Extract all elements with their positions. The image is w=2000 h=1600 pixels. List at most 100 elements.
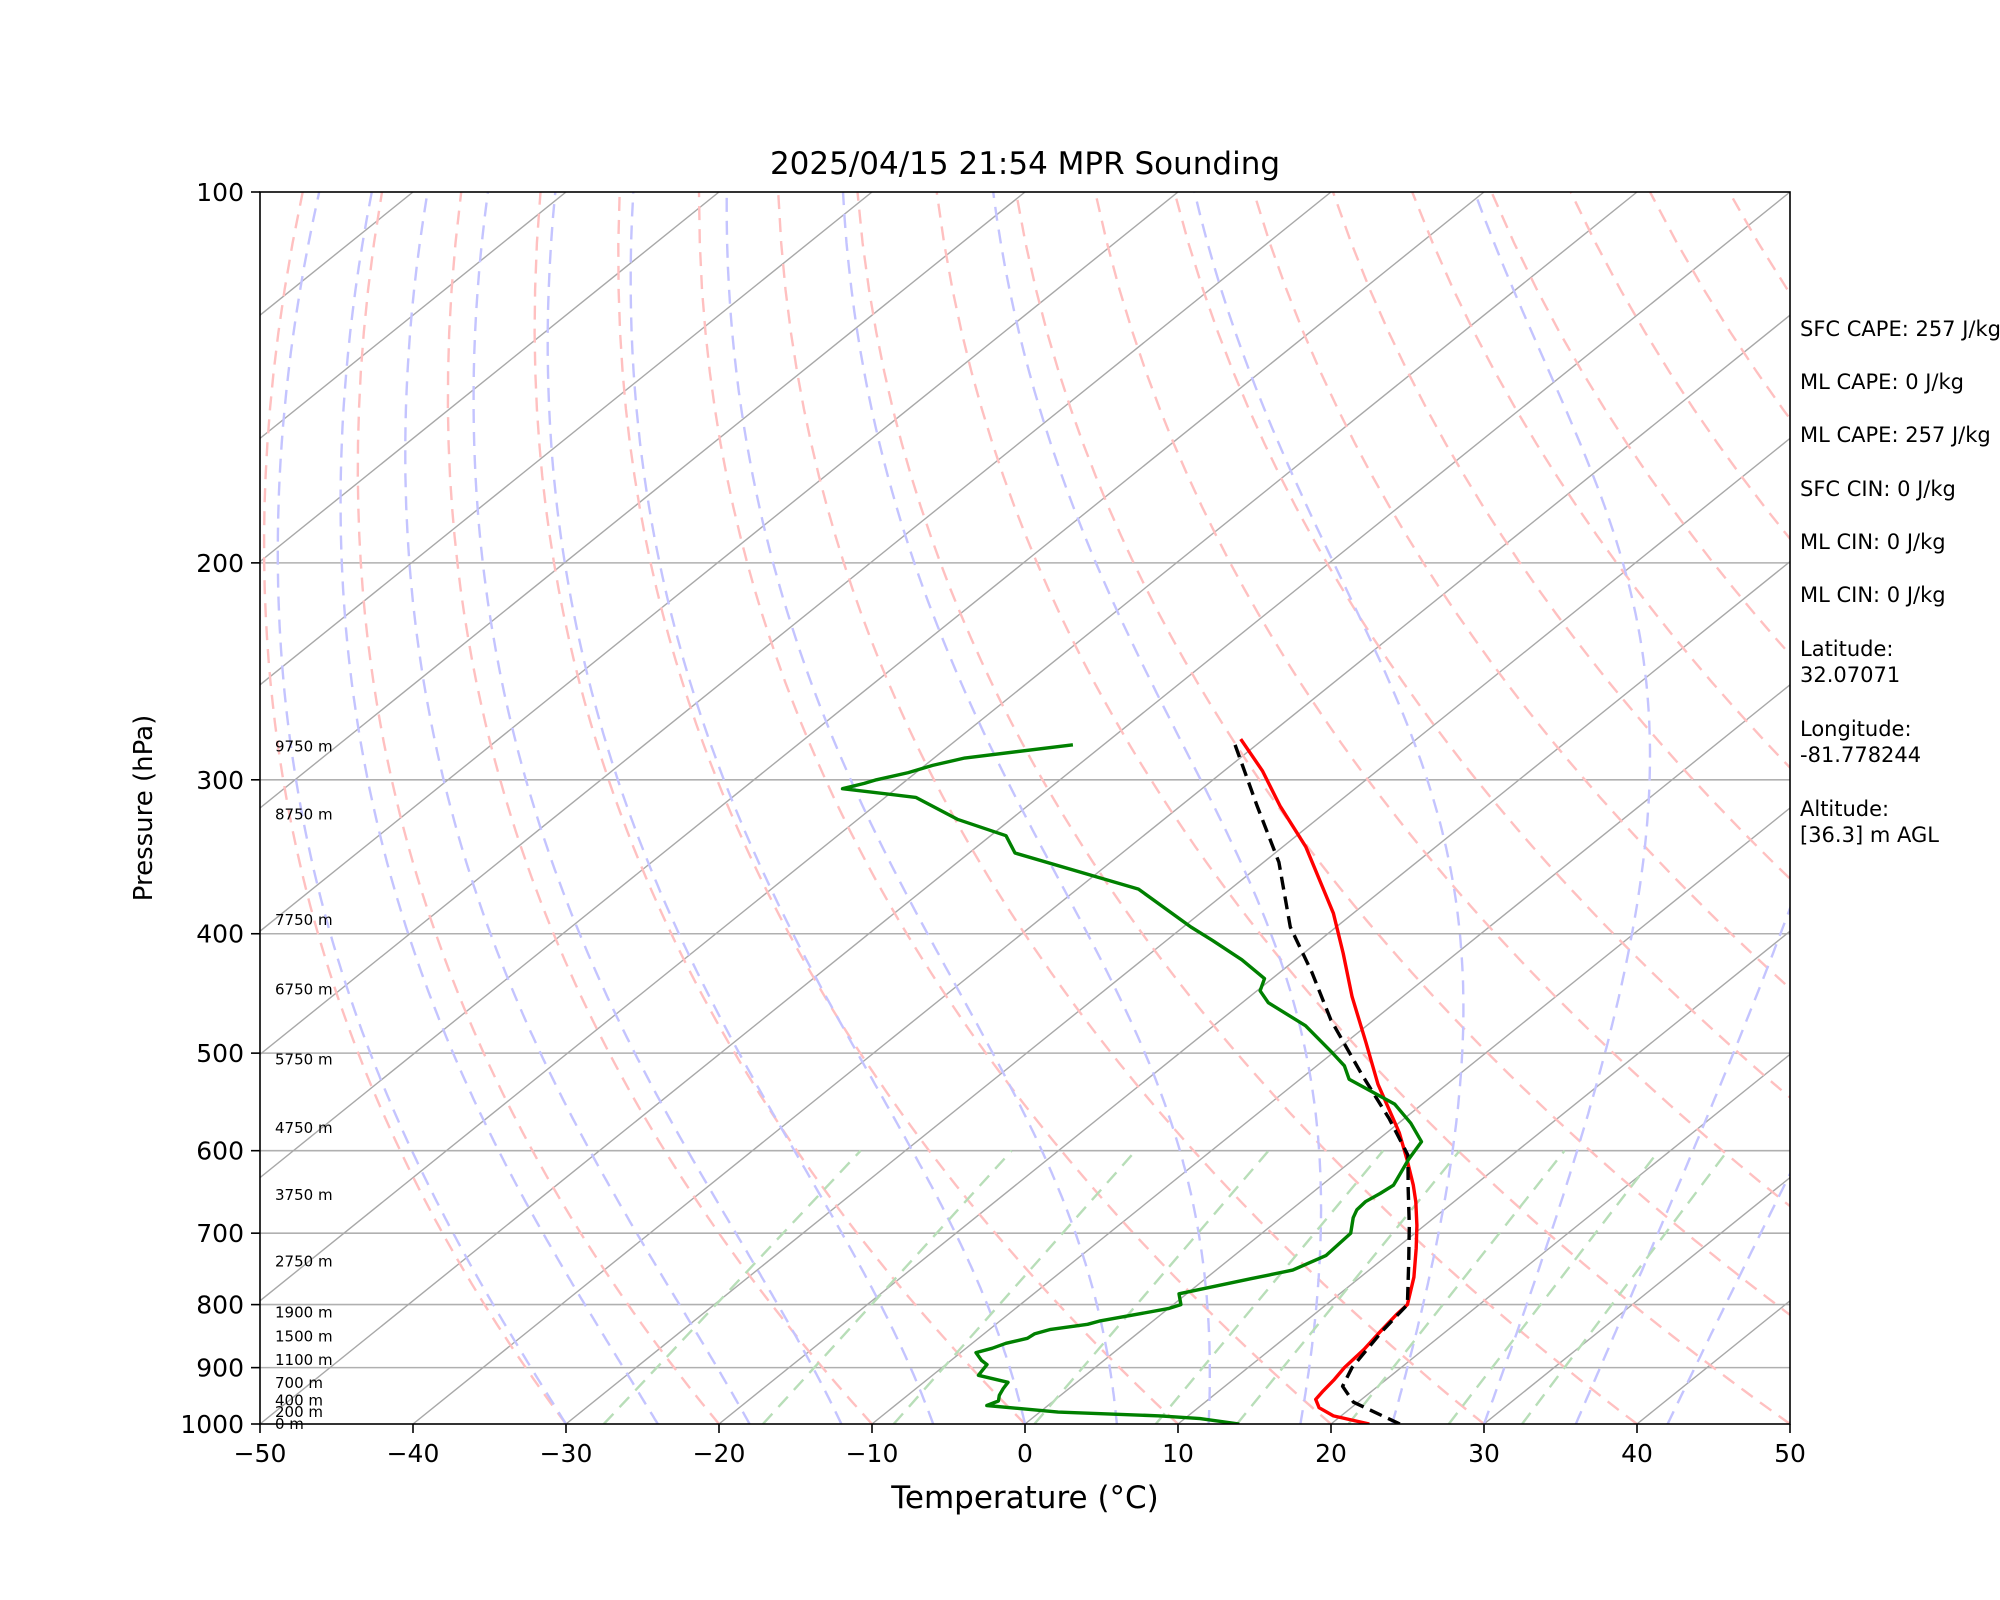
y-tick-label: 500 <box>196 1039 244 1068</box>
moist-adiabat-line <box>1193 192 1465 1424</box>
x-tick-label: −20 <box>693 1439 746 1468</box>
mixing-ratio-line <box>762 1149 1013 1424</box>
height-label: 1900 m <box>275 1304 333 1322</box>
latitude-stat: Latitude: 32.07071 <box>1800 637 1901 687</box>
isotherm-line <box>260 192 1332 1056</box>
isotherm-line <box>1177 930 1790 1424</box>
dry-adiabat-line <box>533 192 1026 1424</box>
moist-adiabat-line <box>992 192 1323 1424</box>
isotherm-line <box>260 192 720 563</box>
height-label: 1100 m <box>275 1351 333 1369</box>
temperature-profile-line <box>1239 738 1419 1424</box>
y-axis-label: Pressure (hPa) <box>129 715 159 902</box>
height-label: 9750 m <box>275 738 333 756</box>
height-label: 4750 m <box>275 1119 333 1137</box>
ml-cin-stat: ML CIN: 0 J/kg <box>1800 530 1946 554</box>
dry-adiabat-line <box>617 192 1179 1424</box>
height-label: 1500 m <box>275 1327 333 1345</box>
mixing-ratio-line <box>1033 1149 1270 1424</box>
chart-title: 2025/04/15 21:54 MPR Sounding <box>770 146 1280 182</box>
dry-adiabat-line <box>446 192 873 1424</box>
height-label: 8750 m <box>275 805 333 823</box>
x-tick-label: 50 <box>1774 1439 1806 1468</box>
moist-adiabat-line <box>725 192 1118 1424</box>
isotherm-line <box>260 192 567 440</box>
mixing-ratio-line <box>1521 1149 1729 1424</box>
height-label: 200 m <box>275 1403 323 1421</box>
y-tick-label: 700 <box>196 1219 244 1248</box>
axes-group: −50 −40 −30 −20 −10 0 10 20 30 40 50 100 200 300 400 50… <box>180 178 1806 1468</box>
isotherm-line <box>260 192 1485 1179</box>
isotherm-line <box>260 192 1026 809</box>
height-label: 2750 m <box>275 1252 333 1270</box>
dry-adiabat-line <box>1967 192 2000 1424</box>
isotherm-line <box>565 437 1790 1424</box>
height-label: 0 m <box>275 1415 304 1433</box>
moist-adiabat-line <box>339 192 659 1424</box>
moist-adiabat-line <box>276 192 568 1424</box>
height-label: 700 m <box>275 1374 323 1392</box>
y-tick-label: 300 <box>196 766 244 795</box>
isotherm-line <box>260 192 873 686</box>
ml-cape-stat: ML CAPE: 0 J/kg <box>1800 370 1965 394</box>
mixing-ratio-line <box>602 1149 862 1424</box>
ml-cin-stat-2: ML CIN: 0 J/kg <box>1800 583 1946 607</box>
mixing-ratio-line <box>892 1149 1137 1424</box>
dry-adiabat-line <box>777 192 1485 1424</box>
dry-adiabat-line <box>935 192 1790 1424</box>
x-tick-label: −30 <box>540 1439 593 1468</box>
dry-adiabat-line <box>1331 192 1790 881</box>
ml-cape-stat-2: ML CAPE: 257 J/kg <box>1800 423 1991 447</box>
isotherm-line <box>260 192 1638 1302</box>
isotherm-line <box>260 192 1179 933</box>
moist-adiabat-line <box>404 192 751 1424</box>
y-tick-label: 100 <box>196 178 244 207</box>
height-label: 7750 m <box>275 911 333 929</box>
parcel-profile-line <box>1231 738 1411 1424</box>
dry-adiabat-line <box>697 192 1332 1424</box>
altitude-stat: Altitude: [36.3] m AGL <box>1800 797 1939 847</box>
dry-adiabat-line <box>356 192 720 1424</box>
isotherm-line <box>260 192 1790 1424</box>
x-tick-label: 40 <box>1621 1439 1653 1468</box>
y-tick-label: 1000 <box>180 1410 244 1439</box>
moist-adiabat-line <box>1574 904 1790 1424</box>
longitude-stat: Longitude: -81.778244 <box>1800 717 1922 767</box>
mixing-ratio-line <box>1447 1149 1660 1424</box>
y-tick-label: 900 <box>196 1354 244 1383</box>
moist-adiabat-line <box>629 192 1027 1424</box>
sfc-cape-stat: SFC CAPE: 257 J/kg <box>1800 317 2000 341</box>
x-tick-label: −50 <box>234 1439 287 1468</box>
x-tick-label: 10 <box>1162 1439 1194 1468</box>
x-axis-label: Temperature (°C) <box>890 1480 1159 1516</box>
mixing-ratio-line <box>1236 1149 1461 1424</box>
height-label: 5750 m <box>275 1051 333 1069</box>
dry-adiabat-line <box>1094 192 1790 1208</box>
dry-adiabat-line <box>856 192 1638 1424</box>
y-tick-label: 400 <box>196 920 244 949</box>
series-group <box>840 738 1424 1424</box>
x-tick-label: 30 <box>1468 1439 1500 1468</box>
x-tick-label: 0 <box>1017 1439 1033 1468</box>
dry-adiabat-line <box>1173 192 1790 1099</box>
y-tick-label: 600 <box>196 1137 244 1166</box>
x-tick-label: −40 <box>387 1439 440 1468</box>
dry-adiabat-line <box>1411 192 1790 770</box>
moist-adiabat-line <box>841 192 1211 1424</box>
isotherm-line <box>1483 1176 1790 1424</box>
isotherm-line <box>871 683 1790 1424</box>
x-tick-label: −10 <box>846 1439 899 1468</box>
dry-adiabat-line <box>262 192 567 1424</box>
isotherm-line <box>1330 1053 1790 1424</box>
x-tick-label: 20 <box>1315 1439 1347 1468</box>
mixing-ratio-line <box>1347 1149 1566 1424</box>
y-tick-label: 800 <box>196 1291 244 1320</box>
sfc-cin-stat: SFC CIN: 0 J/kg <box>1800 477 1956 501</box>
moist-adiabat-line <box>1666 1171 1790 1424</box>
height-label: 3750 m <box>275 1186 333 1204</box>
dewpoint-profile-line <box>840 743 1424 1424</box>
height-label: 400 m <box>275 1391 323 1409</box>
background-lines-group <box>260 192 2000 1424</box>
